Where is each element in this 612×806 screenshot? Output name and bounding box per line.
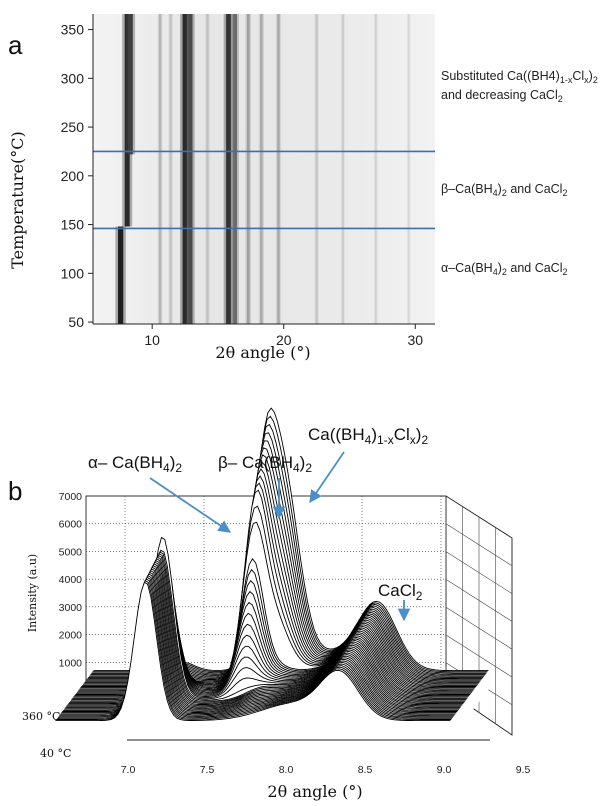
heatmap-axes: 50 100 150 200 250 300 350 10 20 30: [61, 14, 435, 348]
diffraction-line: [246, 14, 250, 324]
waterfall-x-axis-title: 2θ angle (°): [267, 782, 362, 801]
heatmap-plot-area: [93, 14, 435, 324]
x-tick-label: 30: [407, 332, 423, 348]
waterfall-y-tick-label: 7000: [59, 491, 83, 503]
z-label-360: 360 °C: [22, 710, 60, 723]
region-label-beta: β–Ca(BH4)2 and CaCl2: [441, 182, 567, 198]
waterfall-x-tick-label: 8.5: [358, 764, 373, 776]
y-tick-label: 150: [61, 217, 85, 233]
diffraction-line: [374, 14, 377, 324]
diffraction-line: [260, 14, 263, 324]
y-tick-label: 300: [61, 70, 85, 86]
diffraction-line: [158, 14, 162, 324]
annotation-beta: β– Ca(BH4)2: [218, 453, 312, 475]
diffraction-line: [315, 14, 318, 324]
phase-boundaries: [93, 150, 435, 230]
heatmap-diffraction-lines: [115, 14, 411, 324]
diffraction-line: [206, 14, 209, 324]
diffraction-line: [341, 14, 344, 324]
waterfall-axes: 1000 2000 3000 4000 5000 6000 7000 7.0 7.5 8.0 8.5…: [59, 491, 531, 776]
diffraction-line: [226, 14, 231, 324]
diffraction-line: [188, 14, 193, 324]
waterfall-y-tick-label: 2000: [59, 630, 83, 642]
region-label-alpha: α–Ca(BH4)2 and CaCl2: [441, 261, 568, 277]
y-tick-label: 100: [61, 265, 85, 281]
waterfall-x-tick-label: 9.0: [437, 764, 452, 776]
waterfall-y-tick-label: 3000: [59, 602, 83, 614]
waterfall-y-tick-label: 1000: [59, 657, 83, 669]
heatmap-background: [93, 14, 435, 324]
y-tick-label: 250: [61, 119, 85, 135]
diffraction-line: [118, 226, 124, 324]
region-label-substituted-line2: and decreasing CaCl2: [441, 88, 563, 104]
heatmap-y-axis-title: Temperature(°C): [8, 131, 27, 269]
diffraction-line: [169, 14, 172, 324]
heatmap-x-axis-title: 2θ angle (°): [215, 343, 310, 362]
diffraction-line: [233, 14, 237, 324]
x-tick-label: 20: [276, 332, 292, 348]
annotation-cacl2: CaCl2: [378, 581, 423, 603]
waterfall-y-tick-label: 4000: [59, 574, 83, 586]
waterfall-x-tick-label: 7.0: [121, 764, 136, 776]
waterfall-y-tick-label: 6000: [59, 519, 83, 531]
y-tick-label: 50: [68, 314, 84, 330]
x-tick-label: 10: [144, 332, 160, 348]
waterfall-y-axis-title: Intensity (a.u): [26, 554, 39, 632]
arrow-substituted: [309, 451, 345, 504]
arrow-alpha: [149, 477, 232, 533]
y-tick-label: 350: [61, 22, 85, 38]
waterfall-x-tick-label: 8.0: [279, 764, 294, 776]
diffraction-line: [124, 14, 130, 227]
diffraction-line: [182, 14, 188, 324]
diffraction-line: [407, 14, 410, 324]
y-tick-label: 200: [61, 168, 85, 184]
diffraction-line: [277, 14, 280, 324]
panel-a-label: a: [8, 30, 23, 60]
waterfall-y-tick-label: 5000: [59, 546, 83, 558]
temperature-curve: [55, 581, 451, 722]
region-label-substituted: Substituted Ca((BH4)1-xClx)2: [441, 69, 598, 85]
panel-b-label: b: [8, 476, 22, 506]
annotation-alpha: α– Ca(BH4)2: [88, 453, 182, 475]
waterfall-x-tick-label: 9.5: [516, 764, 531, 776]
waterfall-curves: [55, 407, 489, 740]
diffraction-line: [128, 14, 133, 155]
annotation-substituted: Ca((BH4)1-xClx)2: [308, 425, 428, 447]
waterfall-x-tick-label: 7.5: [200, 764, 215, 776]
z-label-40: 40 °C: [40, 747, 71, 760]
